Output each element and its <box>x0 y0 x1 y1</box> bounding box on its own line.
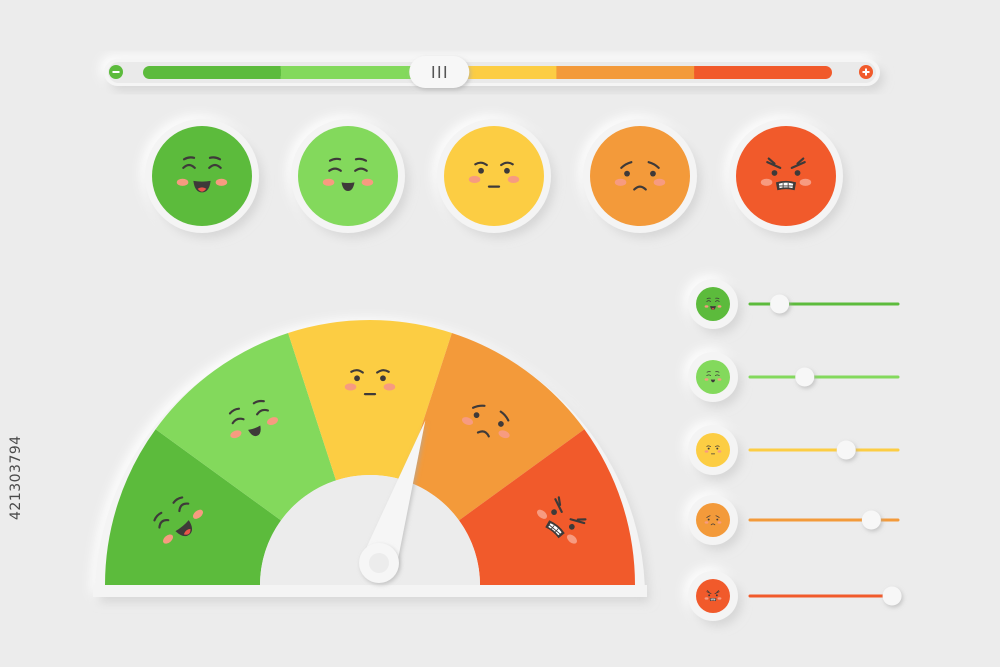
slider-thumb[interactable] <box>770 294 790 314</box>
scale-segment-orange <box>556 66 696 79</box>
slider-thumb[interactable] <box>836 440 856 460</box>
very-happy-face-icon <box>704 297 722 310</box>
mood-slider-neutral[interactable] <box>688 425 900 475</box>
sad-face-icon <box>704 515 722 526</box>
emoji-button-happy[interactable] <box>291 119 405 233</box>
stock-id-label: 421303794 <box>8 435 24 520</box>
neutral-face-icon <box>468 161 520 188</box>
happy-face-icon <box>228 399 279 439</box>
neutral-face-icon <box>704 445 722 455</box>
angry-face-icon <box>537 496 587 544</box>
plus-icon[interactable] <box>859 65 873 79</box>
emoji-button-sad[interactable] <box>583 119 697 233</box>
happy-face-icon <box>322 157 374 191</box>
gauge-segment-very-happy[interactable] <box>105 429 282 585</box>
emoji-button-angry[interactable] <box>729 119 843 233</box>
emoji-button-very-happy[interactable] <box>145 119 259 233</box>
minus-icon[interactable] <box>109 65 123 79</box>
angry-face-icon <box>760 157 812 191</box>
scale-slider-handle[interactable] <box>409 56 470 88</box>
very-happy-face-icon <box>176 156 228 193</box>
very-happy-face-icon <box>153 496 203 544</box>
sad-face-icon <box>614 161 666 191</box>
slider-thumb[interactable] <box>882 586 902 606</box>
angry-face-icon <box>704 590 722 602</box>
mood-slider-angry[interactable] <box>688 571 902 621</box>
happy-face-icon <box>704 371 722 383</box>
gauge-segment-happy[interactable] <box>155 332 337 521</box>
mood-scale-slider[interactable] <box>104 56 880 88</box>
mood-gauge <box>93 320 647 597</box>
mood-slider-very-happy[interactable] <box>688 279 900 329</box>
mood-slider-sad[interactable] <box>688 495 900 545</box>
gauge-segment-neutral[interactable] <box>288 320 452 481</box>
gauge-segment-sad[interactable] <box>403 332 585 521</box>
slider-thumb[interactable] <box>861 510 881 530</box>
gauge-segment-angry[interactable] <box>458 429 635 585</box>
neutral-face-icon <box>344 369 396 396</box>
gauge-needle[interactable] <box>359 420 426 583</box>
slider-thumb[interactable] <box>795 367 815 387</box>
sad-face-icon <box>461 404 510 439</box>
mood-slider-happy[interactable] <box>688 352 900 402</box>
scale-segment-light-green <box>280 66 420 79</box>
emoji-button-neutral[interactable] <box>437 119 551 233</box>
